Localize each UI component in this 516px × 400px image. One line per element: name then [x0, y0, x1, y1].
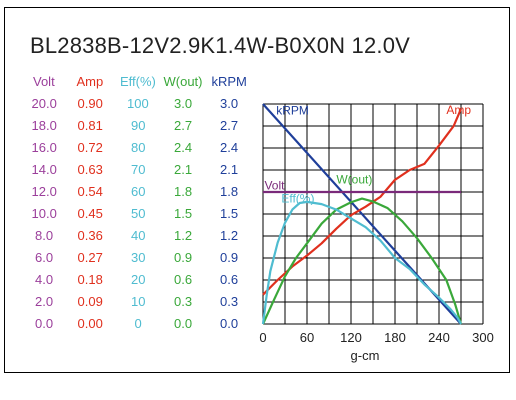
axis-tick-label: 0.81	[77, 118, 103, 133]
axis-tick-label: 3.0	[174, 96, 193, 111]
axis-tick-label: 70	[131, 162, 146, 177]
series-label-amp: Amp	[446, 103, 471, 117]
axis-tick-label: 1.8	[174, 184, 193, 199]
axis-tick-label: 2.1	[174, 162, 193, 177]
axis-tick-label: 14.0	[31, 162, 57, 177]
series-line-amp	[262, 108, 463, 296]
axis-tick-label: 2.0	[35, 294, 54, 309]
axis-tick-label: 60	[131, 184, 146, 199]
axis-tick-label: 10.0	[31, 206, 57, 221]
axis-tick-label: 0.6	[174, 272, 193, 287]
axis-header-krpm: kRPM	[211, 74, 247, 89]
series-label-w-out: W(out)	[336, 173, 372, 187]
axis-tick-label: 2.1	[220, 162, 239, 177]
axis-tick-label: 0.27	[77, 250, 103, 265]
axis-tick-label: 0.45	[77, 206, 103, 221]
axis-tick-label: 2.4	[220, 140, 239, 155]
axis-tick-label: 40	[131, 228, 146, 243]
x-axis-label: g-cm	[351, 348, 380, 363]
axis-tick-label: 4.0	[35, 272, 54, 287]
axis-tick-label: 0.54	[77, 184, 103, 199]
series-label-krpm: kRPM	[276, 104, 309, 118]
axis-tick-label: 2.7	[174, 118, 193, 133]
series-label-volt: Volt	[264, 178, 285, 192]
axis-tick-label: 18.0	[31, 118, 57, 133]
axis-tick-label: 0	[134, 316, 142, 331]
axis-tick-label: 0.9	[174, 250, 193, 265]
axis-tick-label: 1.2	[220, 228, 239, 243]
axis-tick-label: 0.90	[77, 96, 103, 111]
axis-tick-label: 8.0	[35, 228, 54, 243]
axis-tick-label: 1.2	[174, 228, 193, 243]
chart-frame	[4, 7, 510, 373]
chart-title: BL2838B-12V2.9K1.4W-B0X0N 12.0V	[30, 33, 411, 58]
axis-tick-label: 3.0	[220, 96, 239, 111]
axis-tick-label: 0.09	[77, 294, 103, 309]
x-tick-label: 0	[259, 330, 266, 345]
axis-tick-label: 2.4	[174, 140, 193, 155]
axis-header-eff: Eff(%)	[120, 74, 156, 89]
axis-tick-label: 30	[131, 250, 146, 265]
x-tick-label: 60	[300, 330, 314, 345]
axis-tick-label: 10	[131, 294, 146, 309]
axis-tick-label: 20	[131, 272, 146, 287]
axis-tick-label: 0.0	[174, 316, 193, 331]
axis-tick-label: 50	[131, 206, 146, 221]
axis-tick-label: 0.9	[220, 250, 239, 265]
axis-tick-label: 1.5	[220, 206, 239, 221]
axis-tick-label: 0.3	[174, 294, 193, 309]
axis-tick-label: 0.36	[77, 228, 103, 243]
axis-tick-label: 0.00	[77, 316, 103, 331]
axis-tick-label: 12.0	[31, 184, 57, 199]
series-line-w-out	[261, 197, 463, 325]
axis-tick-label: 90	[131, 118, 146, 133]
axis-tick-label: 2.7	[220, 118, 239, 133]
axis-tick-label: 0.6	[220, 272, 239, 287]
series-line-eff	[261, 200, 462, 325]
axis-tick-label: 6.0	[35, 250, 54, 265]
axis-tick-label: 80	[131, 140, 146, 155]
axis-tick-label: 0.18	[77, 272, 103, 287]
x-tick-label: 300	[472, 330, 494, 345]
x-tick-label: 120	[340, 330, 362, 345]
axis-tick-label: 100	[127, 96, 149, 111]
axis-tick-label: 20.0	[31, 96, 57, 111]
axis-header-volt: Volt	[33, 74, 55, 89]
axis-tick-label: 0.3	[220, 294, 239, 309]
axis-tick-label: 16.0	[31, 140, 57, 155]
axis-tick-label: 1.5	[174, 206, 193, 221]
axis-header-amp: Amp	[76, 74, 104, 89]
axis-header-w-out: W(out)	[163, 74, 203, 89]
x-tick-label: 180	[384, 330, 406, 345]
axis-tick-label: 1.8	[220, 184, 239, 199]
series-label-eff: Eff(%)	[281, 192, 314, 206]
axis-tick-label: 0.72	[77, 140, 103, 155]
axis-tick-label: 0.0	[35, 316, 54, 331]
axis-tick-label: 0.0	[220, 316, 239, 331]
x-tick-label: 240	[428, 330, 450, 345]
axis-tick-label: 0.63	[77, 162, 103, 177]
